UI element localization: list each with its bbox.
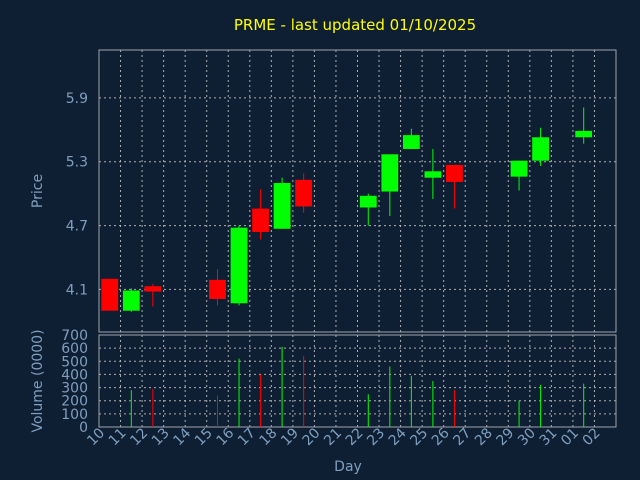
volume-tick-label: 500: [61, 354, 88, 370]
day-tick-label: 01: [558, 425, 582, 449]
candle-body: [209, 279, 226, 300]
candle-body: [402, 135, 420, 149]
day-tick-label: 19: [278, 425, 302, 449]
volume-axis-label: Volume (0000): [30, 329, 46, 432]
day-tick-label: 30: [515, 425, 539, 449]
candle-body: [295, 179, 313, 207]
volume-tick-label: 200: [61, 394, 88, 410]
day-tick-label: 23: [364, 425, 388, 449]
day-tick-label: 18: [257, 425, 281, 449]
day-tick-label: 02: [580, 425, 604, 449]
price-tick-label: 5.3: [66, 155, 88, 171]
x-axis-label: Day: [334, 459, 362, 475]
volume-tick-label: 600: [61, 341, 88, 357]
price-tick-labels: 4.1 4.7 5.3 5.9: [66, 91, 88, 299]
price-panel-frame: [98, 49, 617, 333]
volume-panel-frame: [98, 334, 617, 428]
price-axis-label: Price: [30, 174, 46, 208]
price-grid: [99, 50, 616, 332]
day-tick-label: 26: [429, 425, 453, 449]
volume-tick-label: 700: [61, 328, 88, 344]
day-tick-label: 11: [106, 425, 130, 449]
day-tick-label: 31: [537, 425, 561, 449]
day-tick-label: 15: [192, 425, 216, 449]
day-tick-label: 22: [343, 425, 367, 449]
candle-body: [252, 208, 269, 232]
candle-body: [101, 278, 119, 311]
price-tick-label: 4.7: [66, 219, 88, 235]
day-tick-label: 16: [213, 425, 237, 449]
volume-tick-label: 100: [61, 407, 88, 423]
candle-body: [532, 137, 550, 161]
day-tick-label: 14: [170, 425, 194, 449]
volume-tick-label: 300: [61, 381, 88, 397]
day-tick-label: 20: [300, 425, 324, 449]
day-tick-label: 29: [494, 425, 518, 449]
volume-tick-label: 400: [61, 367, 88, 383]
volume-tick-label: 0: [79, 420, 88, 436]
day-tick-label: 27: [450, 425, 474, 449]
volume-bars: [130, 346, 585, 427]
day-tick-label: 28: [472, 425, 496, 449]
day-tick-labels: 1011121314151617181920212223242526272829…: [84, 425, 603, 449]
candle-body: [510, 160, 528, 177]
candle-body: [273, 183, 291, 229]
candle-body: [122, 290, 140, 311]
volume-grid: [99, 335, 616, 427]
price-candles: [101, 107, 593, 312]
day-tick-label: 24: [386, 425, 410, 449]
candle-body: [424, 171, 442, 178]
day-tick-label: 25: [407, 425, 431, 449]
day-tick-label: 17: [235, 425, 259, 449]
price-tick-label: 4.1: [66, 282, 88, 298]
day-tick-label: 21: [321, 425, 345, 449]
price-tick-label: 5.9: [66, 91, 88, 107]
candle-body: [446, 164, 463, 182]
candle-body: [144, 286, 162, 292]
candle-body: [359, 195, 377, 208]
candle-body: [575, 130, 593, 138]
chart-title: PRME - last updated 01/10/2025: [234, 16, 476, 34]
day-tick-label: 12: [127, 425, 151, 449]
candle-body: [381, 154, 399, 192]
day-tick-label: 13: [149, 425, 173, 449]
candle-body: [230, 227, 248, 304]
